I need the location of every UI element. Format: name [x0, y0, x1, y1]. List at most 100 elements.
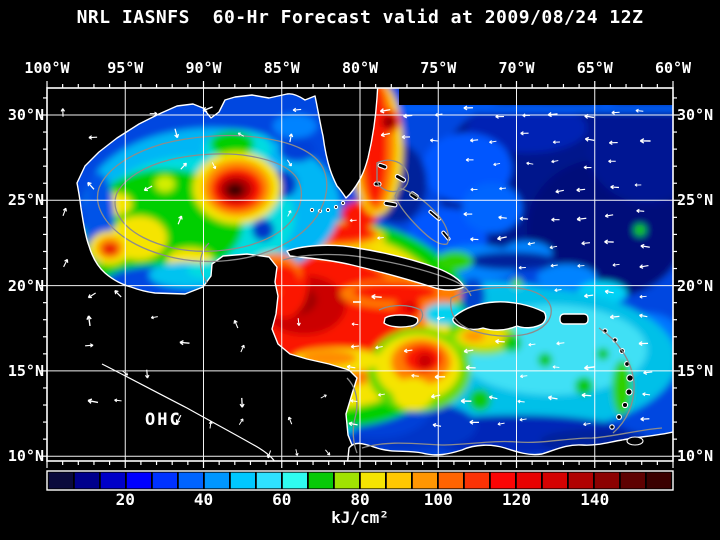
vector-arrow — [320, 394, 327, 399]
vector-arrow — [552, 140, 560, 145]
south-america-land — [346, 431, 673, 461]
vector-arrow — [497, 235, 507, 241]
lat-label-right-3: 15°N — [677, 361, 714, 380]
vector-arrow — [463, 211, 473, 217]
vector-arrow — [640, 416, 650, 422]
vector-arrow — [432, 422, 442, 428]
vector-arrow — [121, 370, 129, 376]
jamaica-land — [383, 314, 419, 328]
colorbar-segment-11 — [334, 472, 359, 489]
vector-arrow — [239, 397, 245, 408]
colorbar-segment-4 — [152, 472, 177, 489]
vector-arrow — [63, 258, 69, 268]
vector-arrow — [325, 449, 331, 456]
lat-label-left-4: 10°N — [7, 447, 44, 466]
colorbar-tick-40: 40 — [193, 490, 214, 509]
vector-arrow — [604, 289, 614, 295]
colorbar-segment-8 — [256, 472, 281, 489]
vector-arrow — [144, 369, 150, 379]
vector-arrow — [554, 288, 562, 293]
vector-arrow — [434, 374, 446, 380]
lat-label-right-2: 20°N — [677, 276, 714, 295]
colorbar-segment-18 — [516, 472, 541, 489]
vector-arrow — [85, 343, 94, 348]
vector-arrow — [612, 263, 620, 267]
landmass-layer — [47, 88, 673, 461]
colorbar-segment-22 — [620, 472, 645, 489]
vector-arrow — [642, 392, 651, 397]
colorbar-segment-16 — [464, 472, 489, 489]
vector-arrow — [238, 418, 244, 426]
colorbar-segment-10 — [308, 472, 333, 489]
vector-arrow — [522, 113, 531, 118]
puerto-rico-land — [559, 313, 589, 325]
vector-arrow — [377, 236, 384, 240]
vector-arrow — [114, 290, 122, 298]
vector-arrow — [87, 398, 99, 404]
lat-label-left-1: 25°N — [7, 191, 44, 210]
lon-label-7: 65°W — [576, 59, 613, 77]
bathymetry-contours — [96, 134, 663, 454]
vector-arrow — [295, 449, 299, 456]
vector-arrow — [411, 373, 419, 378]
vector-arrow — [584, 364, 595, 371]
vector-arrow — [581, 392, 592, 398]
vector-arrow — [639, 138, 651, 144]
lon-label-5: 75°W — [420, 59, 457, 77]
grid-lines — [47, 88, 673, 461]
vector-arrow — [233, 319, 239, 329]
vector-arrow — [346, 364, 356, 370]
vector-arrow — [608, 159, 616, 164]
vector-arrow — [584, 293, 594, 299]
colorbar — [48, 472, 671, 489]
colorbar-segment-1 — [74, 472, 99, 489]
vector-arrow — [175, 414, 182, 424]
vector-arrow — [469, 138, 479, 143]
vector-arrow — [429, 138, 439, 143]
lon-label-8: 60°W — [654, 59, 692, 77]
vector-arrow — [436, 316, 445, 321]
page-title: NRL IASNFS 60-Hr Forecast valid at 2009/… — [76, 7, 644, 28]
vector-arrow — [576, 216, 587, 222]
vector-arrow — [555, 189, 564, 194]
vector-arrow — [465, 157, 474, 162]
colorbar-tick-100: 100 — [423, 490, 453, 509]
lat-label-right-1: 25°N — [677, 191, 714, 210]
vector-arrow — [488, 395, 498, 400]
vector-arrow — [495, 338, 505, 344]
vector-arrow — [493, 162, 501, 167]
colorbar-segment-23 — [646, 472, 671, 489]
colorbar-segment-6 — [204, 472, 229, 489]
colorbar-tick-140: 140 — [580, 490, 610, 509]
vector-arrow — [460, 398, 472, 404]
vector-arrow — [519, 216, 529, 221]
vector-arrow — [638, 341, 649, 346]
vector-arrow — [636, 208, 645, 213]
vector-arrow — [640, 243, 650, 249]
lat-label-right-4: 10°N — [677, 447, 714, 466]
vector-arrow — [62, 207, 67, 217]
vector-arrow — [552, 365, 560, 369]
vector-arrow — [489, 140, 497, 144]
vector-arrow — [576, 187, 586, 193]
north-central-america-land — [47, 88, 379, 461]
vector-arrow — [378, 393, 385, 397]
vector-arrow — [288, 133, 294, 143]
vector-arrow — [634, 183, 642, 187]
vector-arrow — [526, 161, 534, 166]
no-data-region — [399, 88, 673, 105]
vector-arrow — [351, 322, 359, 326]
lat-label-right-0: 30°N — [677, 106, 714, 124]
vector-arrow — [583, 165, 592, 170]
vector-arrow — [556, 341, 565, 346]
vector-arrow — [350, 399, 358, 403]
colorbar-tick-120: 120 — [502, 490, 531, 509]
vector-arrow — [296, 318, 301, 326]
vector-arrow — [266, 450, 272, 459]
vector-arrow — [150, 315, 158, 320]
colorbar-segment-2 — [100, 472, 125, 489]
vector-arrow — [470, 187, 478, 192]
vector-arrow — [495, 114, 505, 119]
vector-arrow — [609, 314, 620, 320]
